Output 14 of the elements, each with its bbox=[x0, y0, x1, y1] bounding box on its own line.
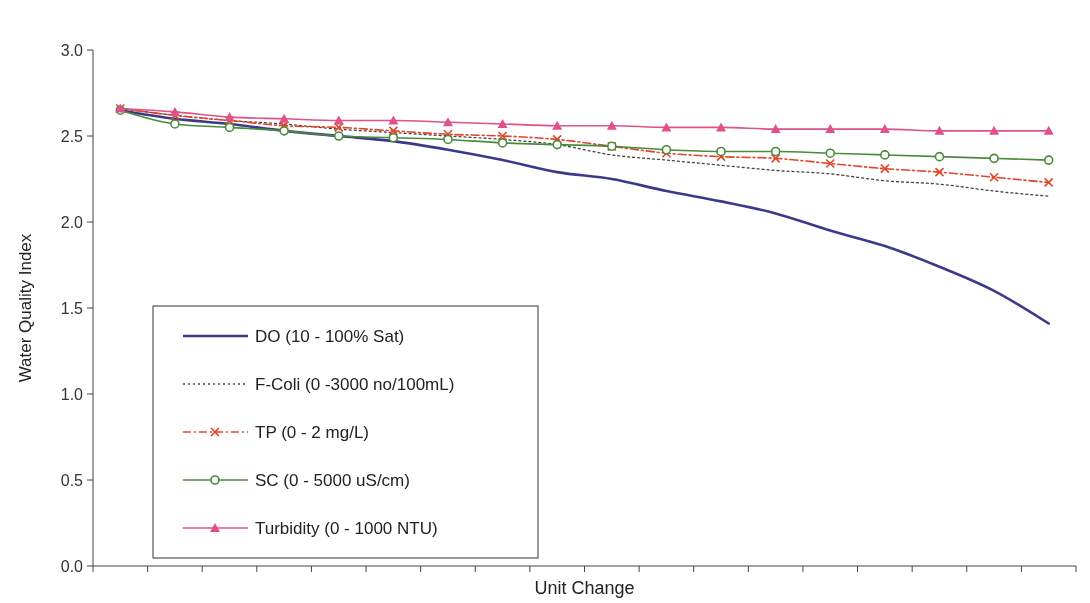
y-tick-label: 1.0 bbox=[60, 385, 84, 403]
x-axis-title: Unit Change bbox=[534, 578, 635, 598]
y-tick-label: 2.5 bbox=[60, 127, 84, 145]
legend-label: TP (0 - 2 mg/L) bbox=[255, 422, 369, 442]
legend-label: DO (10 - 100% Sat) bbox=[255, 326, 405, 346]
y-axis-title: Water Quality Index bbox=[16, 233, 35, 383]
y-tick-label: 0.5 bbox=[60, 471, 84, 489]
legend-label: SC (0 - 5000 uS/cm) bbox=[255, 470, 410, 490]
y-tick-label: 3.0 bbox=[60, 41, 84, 59]
y-tick-label: 1.5 bbox=[60, 299, 84, 317]
legend-label: F-Coli (0 -3000 no/100mL) bbox=[255, 374, 455, 394]
y-tick-label: 2.0 bbox=[60, 213, 84, 231]
y-tick-label: 0.0 bbox=[60, 557, 84, 575]
legend-label: Turbidity (0 - 1000 NTU) bbox=[255, 518, 438, 538]
